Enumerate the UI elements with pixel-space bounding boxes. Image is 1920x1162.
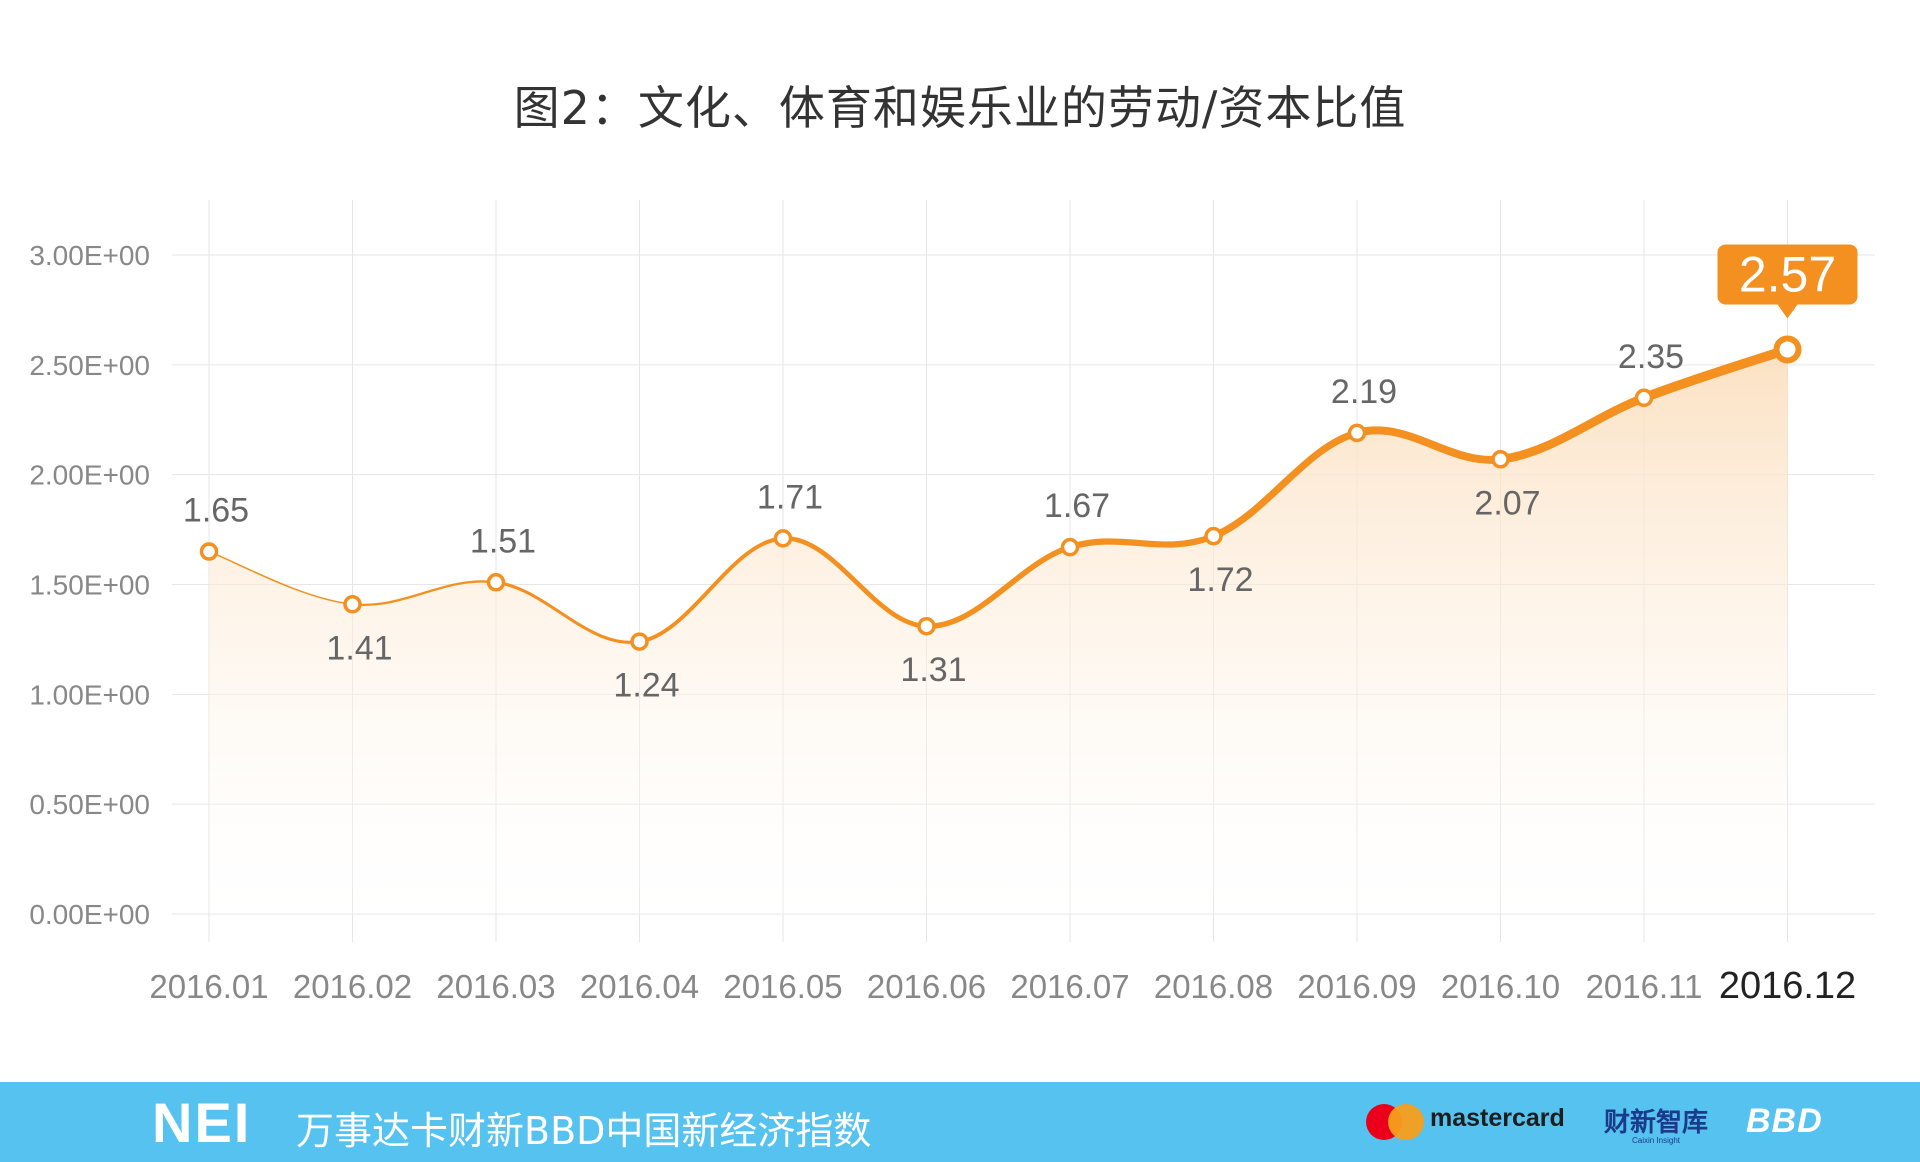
y-tick-label: 2.50E+00 <box>29 350 150 381</box>
data-point <box>630 632 649 651</box>
data-point <box>1204 526 1223 546</box>
data-point <box>343 595 362 614</box>
data-point <box>486 573 506 592</box>
y-tick-label: 0.00E+00 <box>29 899 150 930</box>
data-point <box>1773 335 1802 364</box>
series-line-segment <box>208 550 354 606</box>
data-label: 2.19 <box>1331 373 1397 411</box>
series-line-segment <box>1066 533 1217 551</box>
data-point <box>917 616 936 636</box>
y-tick-label: 3.00E+00 <box>29 240 150 271</box>
y-tick-label: 1.00E+00 <box>29 679 150 710</box>
axes: 0.00E+00 0.50E+00 1.00E+00 1.50E+00 2.00E+00… <box>29 240 1856 1007</box>
bbd-logo: BBD <box>1746 1102 1823 1140</box>
x-tick-label: 2016.09 <box>1297 968 1416 1005</box>
callout-pointer <box>1777 304 1798 319</box>
data-point <box>1347 423 1367 443</box>
data-label: 1.41 <box>326 629 392 667</box>
line-chart: 1.65 1.41 1.51 1.24 1.71 1.31 1.67 1.72 2.19 2.07… <box>29 200 1875 1007</box>
data-points <box>199 335 1802 651</box>
series-line-segment <box>1353 426 1505 464</box>
data-point <box>1491 450 1510 469</box>
callout-box <box>1717 244 1858 305</box>
data-label: 1.51 <box>470 522 536 560</box>
series-line <box>208 344 1793 644</box>
x-tick-label: 2016.01 <box>149 968 268 1005</box>
data-labels: 1.65 1.41 1.51 1.24 1.71 1.31 1.67 1.72 2.19 2.07… <box>183 244 1858 705</box>
series-line-segment <box>780 536 929 629</box>
x-tick-label: 2016.06 <box>867 968 986 1005</box>
x-tick-label: 2016.07 <box>1010 968 1129 1005</box>
data-label: 1.67 <box>1044 487 1110 525</box>
data-label: 2.57 <box>1739 246 1836 302</box>
x-tick-label: 2016.04 <box>580 968 699 1005</box>
x-tick-label: 2016.12 <box>1719 965 1856 1007</box>
area-fill-path <box>209 349 1788 914</box>
series-line-segment <box>494 580 642 644</box>
index-name: 万事达卡财新BBD中国新经济指数 <box>296 1109 872 1153</box>
x-tick-label: 2016.08 <box>1154 968 1273 1005</box>
y-tick-label: 2.00E+00 <box>29 460 150 491</box>
data-point <box>1060 537 1080 557</box>
mastercard-logo-icon <box>1366 1104 1424 1140</box>
data-label: 1.65 <box>183 492 249 530</box>
data-label: 1.71 <box>757 478 823 516</box>
area-fill <box>209 349 1788 914</box>
footer-bar: NEI 万事达卡财新BBD中国新经济指数 mastercard 财新智库 Cai… <box>0 1082 1920 1162</box>
series-line-segment <box>351 580 498 607</box>
data-label: 2.07 <box>1474 484 1540 522</box>
series-line-segment <box>1209 429 1361 540</box>
nei-logo: NEI <box>152 1091 252 1154</box>
x-tick-label: 2016.02 <box>293 968 412 1005</box>
x-tick-label: 2016.05 <box>723 968 842 1005</box>
series-line-segment <box>923 544 1073 629</box>
data-point <box>199 542 219 561</box>
data-label: 1.31 <box>900 651 966 689</box>
series-line-segment <box>1496 393 1649 464</box>
data-label: 2.35 <box>1618 338 1684 376</box>
chart-title: 图2：文化、体育和娱乐业的劳动/资本比值 <box>513 81 1407 135</box>
caixin-sub-label: Caixin Insight <box>1632 1136 1681 1145</box>
data-point <box>773 529 793 548</box>
data-point <box>1634 388 1654 408</box>
caixin-logo: 财新智库 <box>1604 1108 1709 1138</box>
mastercard-label: mastercard <box>1430 1104 1565 1132</box>
y-tick-label: 0.50E+00 <box>29 789 150 820</box>
y-tick-label: 1.50E+00 <box>29 570 150 601</box>
data-label: 1.24 <box>613 667 679 705</box>
series-line-segment <box>637 536 785 644</box>
data-label: 1.72 <box>1187 561 1253 599</box>
x-tick-label: 2016.10 <box>1441 968 1560 1005</box>
x-tick-label: 2016.03 <box>436 968 555 1005</box>
x-tick-label: 2016.11 <box>1586 968 1703 1005</box>
